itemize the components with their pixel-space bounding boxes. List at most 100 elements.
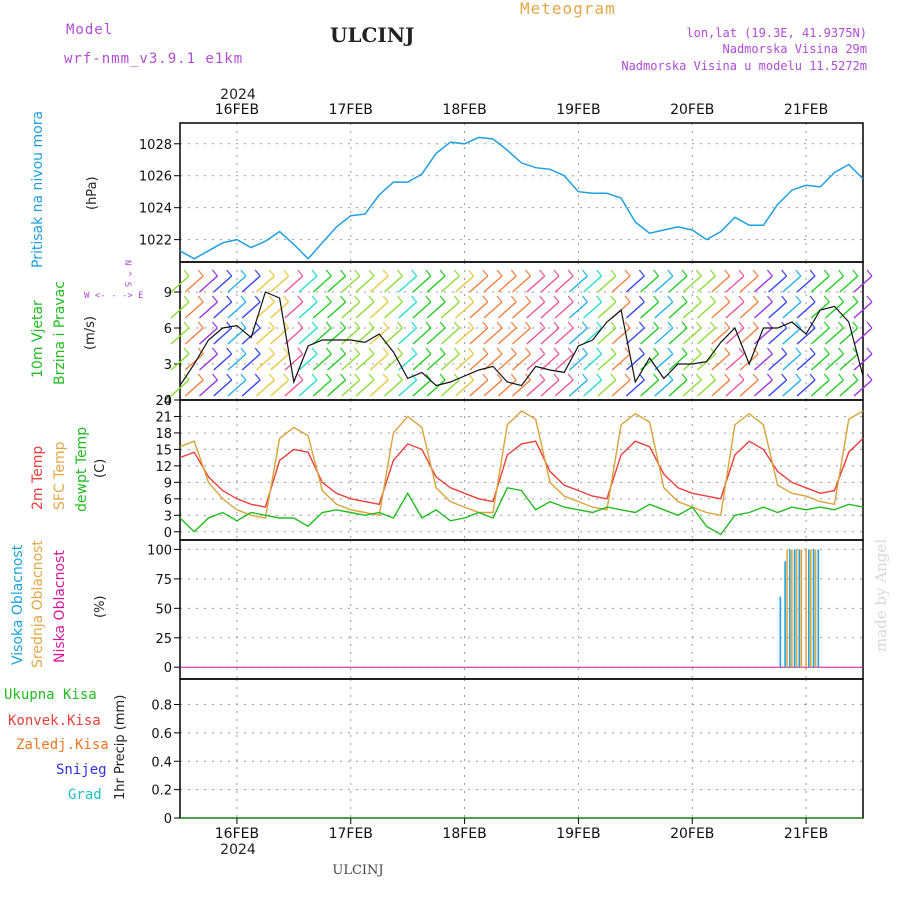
wind-barb-flag: [823, 321, 830, 329]
wind-barb: [768, 301, 788, 319]
wind-barb: [270, 301, 290, 319]
wind-barb: [426, 327, 446, 345]
wind-barb-flag: [539, 269, 546, 277]
wind-barb: [497, 275, 517, 293]
wind-barb: [768, 379, 788, 397]
ytick-label: 0.6: [151, 727, 172, 742]
wind-barb-flag: [340, 373, 346, 381]
wind-barb-flag: [510, 373, 517, 381]
wind-barb-flag: [211, 373, 218, 381]
wind-barb-flag: [866, 347, 873, 355]
wind-barb: [611, 275, 631, 293]
cloud-mid-label: Srednja Oblacnost: [30, 540, 46, 668]
wind-barb: [526, 275, 546, 293]
wind-barb-flag: [695, 373, 702, 381]
credit-label: made by Angel: [872, 539, 890, 652]
wind-barb: [198, 275, 218, 293]
wind-barb-flag: [211, 269, 218, 277]
ytick-label: 100: [147, 543, 172, 558]
wind-barb: [654, 353, 674, 371]
wind-barb-flag: [283, 321, 290, 329]
wind-barb-flag: [226, 295, 233, 303]
top-date-labels: 16FEB 17FEB 18FEB 19FEB 20FEB 21FEB: [215, 102, 828, 118]
panel-pressure: 1022 1024 1026 1028: [139, 122, 864, 263]
cloud-low-label: Niska Oblacnost: [52, 550, 68, 663]
wind-barb-flag: [211, 295, 218, 303]
wind-barb: [355, 379, 375, 397]
wind-barb-flag: [311, 295, 318, 303]
wind-barb: [682, 353, 702, 371]
ytick-label: 0: [164, 812, 172, 827]
wind-barb: [597, 275, 617, 293]
wind-barb: [426, 275, 446, 293]
wind-barb-flag: [567, 295, 574, 303]
ytick-label: 1026: [139, 170, 172, 185]
wind-barb: [241, 275, 261, 293]
precip-snow-label: Snijeg: [56, 762, 107, 778]
wind-barb: [255, 353, 275, 371]
wind-barb-flag: [738, 321, 745, 329]
wind-barb-flag: [638, 295, 645, 303]
wind-barb-flag: [197, 295, 204, 303]
wind-barb-flag: [425, 295, 432, 303]
wind-barb-flag: [539, 321, 546, 329]
wind-barb: [440, 275, 460, 293]
wind-barb: [796, 353, 816, 371]
temp-unit: (C): [93, 459, 108, 478]
wind-barb-flag: [525, 269, 531, 277]
wind-barb-flag: [226, 373, 233, 381]
wind-barb: [540, 301, 560, 319]
wind-barb: [170, 327, 190, 345]
wind-barb: [583, 379, 603, 397]
wind-barb-flag: [809, 295, 816, 303]
wind-barb-flag: [553, 295, 560, 303]
wind-barb: [312, 327, 332, 345]
wind-barb-flag: [724, 321, 731, 329]
wind-barb: [625, 275, 645, 293]
wind-barb: [483, 327, 503, 345]
wind-barb-flag: [681, 321, 688, 329]
wind-barb-flag: [596, 295, 603, 303]
wind-barb-flag: [468, 269, 475, 277]
wind-barb-flag: [667, 373, 674, 381]
wind-barb: [796, 275, 816, 293]
bottom-date-label: 16FEB: [215, 826, 259, 842]
wind-barb-flag: [710, 321, 716, 329]
wind-barb: [753, 301, 773, 319]
ytick-label: 25: [155, 632, 172, 647]
wind-barb: [170, 379, 190, 397]
wind-barb-flag: [724, 347, 731, 355]
wind-barb: [241, 379, 261, 397]
wind-barb-flag: [781, 373, 788, 381]
wind-barb-flag: [382, 295, 389, 303]
wind-barb-flag: [838, 321, 845, 329]
wind-barb: [739, 353, 759, 371]
ytick-label: 18: [155, 427, 172, 442]
wind-barb: [198, 353, 218, 371]
panels: 1022102410261028036903691215182124025507…: [139, 122, 873, 827]
wind-barb-flag: [453, 321, 460, 329]
wind-barb-flag: [283, 347, 290, 355]
wind-barb-flag: [866, 269, 873, 277]
wind-barb: [369, 353, 389, 371]
wind-barb-flag: [382, 373, 389, 381]
wind-barb: [583, 327, 603, 345]
precip-total-label: Ukupna Kisa: [4, 687, 97, 703]
wind-barb-flag: [667, 295, 674, 303]
wind-barb: [184, 327, 204, 345]
wind-barb-flag: [311, 269, 318, 277]
wind-barb-flag: [752, 347, 759, 355]
wind-barb-flag: [525, 347, 531, 355]
wind-barb-flag: [695, 347, 702, 355]
wind-barb: [426, 379, 446, 397]
wind-barb: [611, 379, 631, 397]
wind-barb-flag: [581, 295, 588, 303]
year-label-top: 2024: [220, 87, 256, 103]
wind-barb: [839, 275, 859, 293]
wind-barb: [697, 275, 716, 293]
wind-barb-flag: [183, 295, 190, 303]
wind-barb-flag: [852, 269, 859, 277]
ytick-label: 24: [155, 394, 172, 409]
wind-barb: [725, 379, 745, 397]
wind-barb-flag: [254, 373, 261, 381]
